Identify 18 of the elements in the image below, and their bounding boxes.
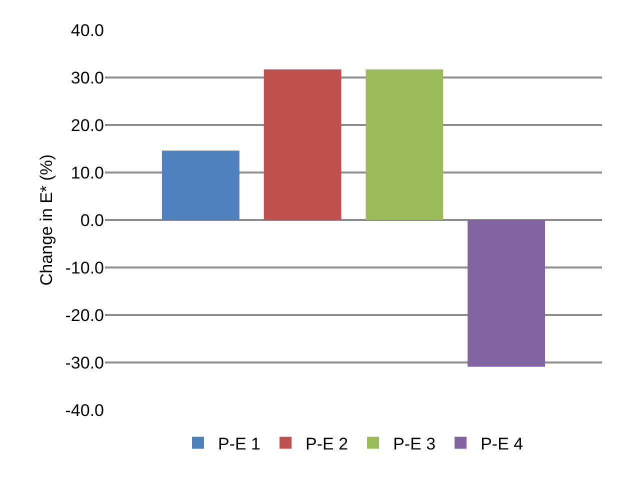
y-tick-label: 10.0 bbox=[70, 163, 104, 182]
legend-label: P-E 2 bbox=[306, 434, 348, 454]
legend-label: P-E 4 bbox=[480, 434, 524, 454]
bar bbox=[162, 150, 240, 220]
bar bbox=[264, 69, 342, 220]
y-tick-label: 20.0 bbox=[70, 116, 104, 135]
y-axis-title: Change in E* (%) bbox=[36, 154, 56, 286]
y-tick-label: 0.0 bbox=[80, 210, 104, 230]
y-tick-label: -20.0 bbox=[65, 306, 104, 325]
y-tick-label: 30.0 bbox=[70, 68, 104, 88]
y-tick-label: -30.0 bbox=[65, 353, 104, 372]
bar bbox=[468, 220, 546, 367]
y-tick-label: -10.0 bbox=[65, 258, 104, 278]
bar bbox=[366, 69, 444, 220]
legend-label: P-E 1 bbox=[218, 434, 261, 454]
legend-label: P-E 3 bbox=[393, 434, 436, 454]
y-tick-label: 40.0 bbox=[70, 20, 104, 40]
y-tick-label: -40.0 bbox=[65, 400, 104, 420]
